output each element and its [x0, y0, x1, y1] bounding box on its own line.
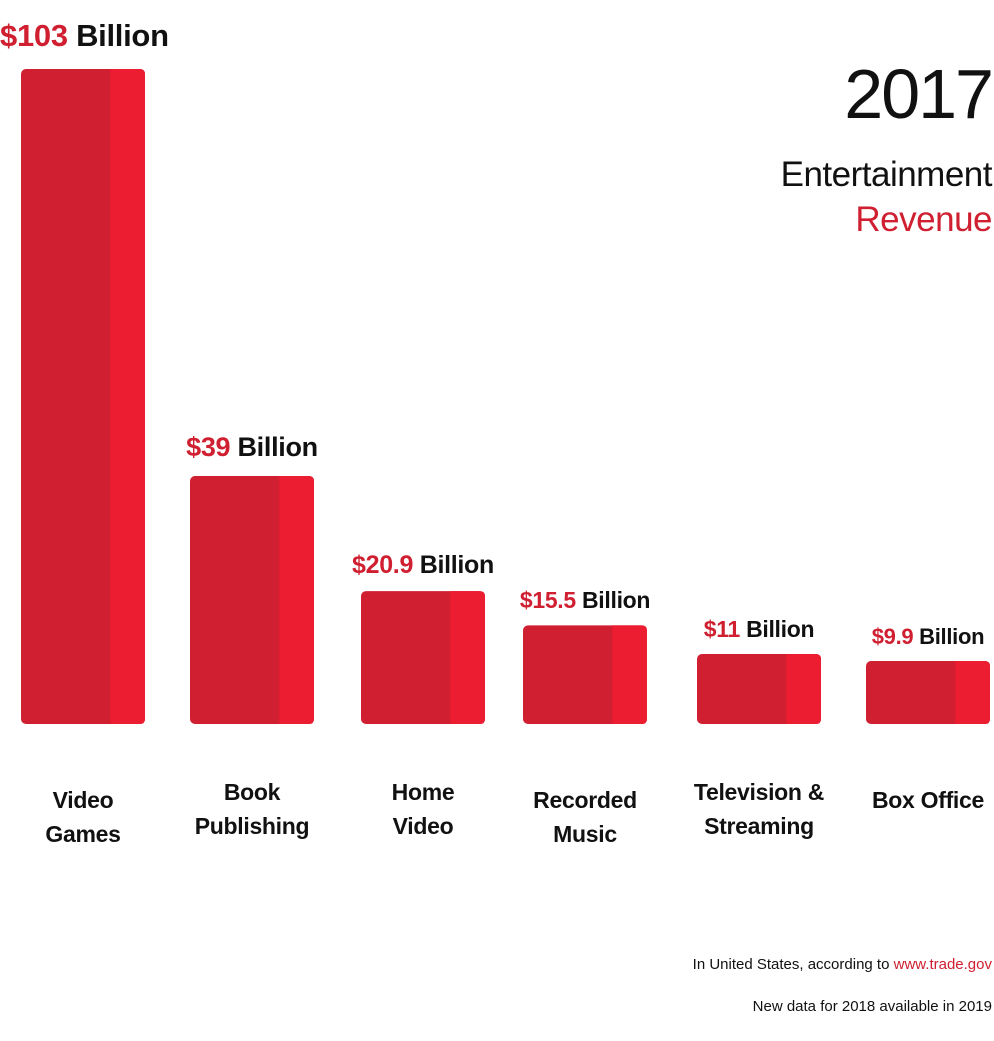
source-prefix-text: In United States, according to: [692, 956, 890, 973]
bar-highlight: [786, 654, 821, 724]
source-footnote: In United States, according to www.trade…: [693, 955, 992, 975]
category-label: Home Video: [338, 775, 508, 843]
category-label: Box Office: [843, 783, 994, 817]
bar-value-label: $9.9 Billion: [872, 626, 985, 648]
value-unit: Billion: [237, 431, 318, 462]
value-unit: Billion: [76, 18, 169, 53]
category-label-line: Book: [223, 779, 281, 805]
bar-highlight: [612, 625, 647, 724]
category-label-line: Video: [52, 787, 114, 813]
chart-year-title: 2017: [844, 55, 994, 133]
value-amount: $20.9: [352, 551, 414, 580]
category-label-line: Streaming: [704, 813, 814, 839]
data-availability-note: New data for 2018 available in 2019: [752, 998, 992, 1015]
bar-4: [697, 654, 821, 724]
category-label-line: Music: [553, 821, 617, 847]
chart-title-line2: Revenue: [855, 200, 992, 239]
category-label-line: Video: [392, 813, 454, 839]
bar-1: [190, 475, 314, 724]
value-unit: Billion: [419, 551, 495, 580]
value-amount: $9.9: [871, 624, 914, 650]
category-label: Television & Streaming: [674, 775, 844, 843]
bar-value-label: $15.5 Billion: [519, 587, 651, 614]
bar-highlight: [955, 661, 990, 724]
bar-value-label: $11 Billion: [703, 616, 815, 643]
category-label-line: Television &: [693, 779, 825, 805]
category-label: Recorded Music: [500, 783, 670, 851]
category-label-line: Publishing: [194, 813, 310, 839]
bar-highlight: [279, 475, 314, 724]
value-unit: Billion: [581, 587, 651, 614]
chart-title-line1: Entertainment: [780, 155, 993, 194]
category-label-line: Games: [45, 821, 121, 847]
value-unit: Billion: [746, 616, 815, 643]
bar-value-label: $103 Billion: [0, 20, 169, 51]
bar-5: [866, 661, 990, 724]
source-link[interactable]: www.trade.gov: [893, 956, 992, 973]
category-label-line: Home: [391, 779, 455, 805]
category-label-line: Recorded: [533, 787, 637, 813]
bar-0: [21, 69, 145, 724]
bar-value-label: $20.9 Billion: [352, 553, 494, 578]
bar-2: [361, 591, 485, 724]
value-amount: $103: [0, 18, 68, 53]
value-amount: $39: [186, 431, 231, 462]
category-label-line: Box Office: [871, 787, 985, 813]
bar-value-label: $39 Billion: [186, 431, 318, 462]
category-label: Video Games: [0, 783, 168, 851]
value-amount: $15.5: [519, 587, 576, 614]
bar-highlight: [450, 591, 485, 724]
category-label: Book Publishing: [167, 775, 337, 843]
bar-3: [523, 625, 647, 724]
value-unit: Billion: [919, 624, 985, 650]
value-amount: $11: [703, 616, 741, 643]
bar-highlight: [110, 69, 145, 724]
